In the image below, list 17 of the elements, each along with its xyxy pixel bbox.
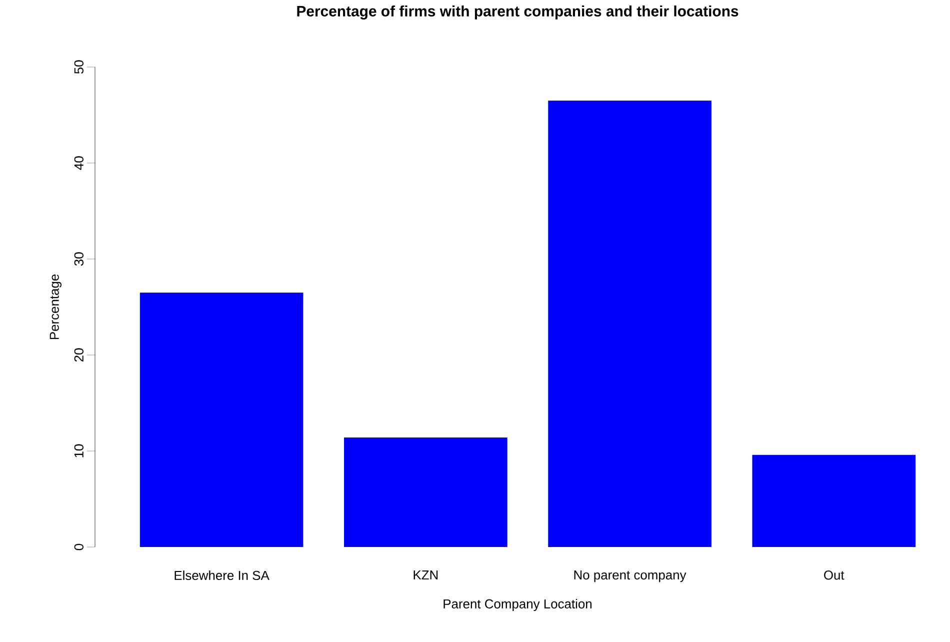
x-tick-label: Out [824,570,844,580]
y-tick-label: 10 [74,444,84,458]
y-axis-title: Percentage [50,274,62,340]
x-axis-title: Parent Company Location [444,598,592,612]
bar [548,100,712,547]
bar [140,292,304,547]
y-tick-label: 0 [74,544,84,550]
x-tick-label: KZN [414,570,438,580]
bar [344,438,508,547]
x-tick-label: No parent company [574,570,686,582]
x-tick-label: Elsewhere In SA [174,570,270,580]
y-tick-label: 50 [74,60,84,74]
y-tick-label: 30 [74,252,84,266]
bar [752,454,916,547]
chart-title: Percentage of firms with parent companies and their locations [297,6,738,20]
y-tick-label: 20 [74,348,84,362]
y-tick-label: 40 [74,156,84,170]
